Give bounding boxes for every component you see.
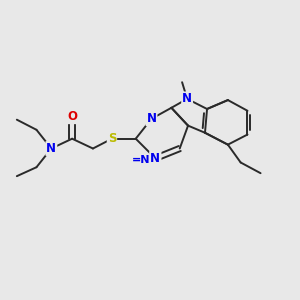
Text: O: O <box>67 110 77 123</box>
Text: N: N <box>46 142 56 155</box>
Text: N: N <box>150 152 160 165</box>
Text: N: N <box>150 152 160 165</box>
Text: S: S <box>108 132 116 145</box>
Text: =N: =N <box>132 155 150 165</box>
Text: N: N <box>182 92 192 105</box>
Text: N: N <box>146 112 157 125</box>
